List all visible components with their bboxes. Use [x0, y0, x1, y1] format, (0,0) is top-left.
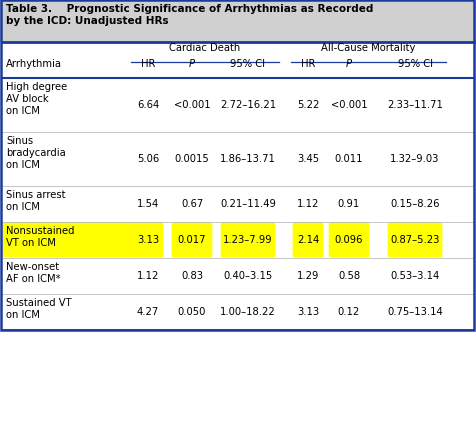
Text: 0.15–8.26: 0.15–8.26 [390, 199, 440, 209]
Text: 1.23–7.99: 1.23–7.99 [223, 235, 273, 245]
Text: 0.40–3.15: 0.40–3.15 [223, 271, 273, 281]
Text: Sustained VT
on ICM: Sustained VT on ICM [6, 298, 71, 320]
Text: HR: HR [301, 59, 315, 69]
Bar [1, 0, 474, 330]
Text: Nonsustained
VT on ICM: Nonsustained VT on ICM [6, 226, 75, 248]
FancyBboxPatch shape [329, 223, 369, 257]
Text: 1.54: 1.54 [137, 199, 159, 209]
Text: 0.83: 0.83 [181, 271, 203, 281]
Text: High degree
AV block
on ICM: High degree AV block on ICM [6, 82, 67, 116]
Text: 95% CI: 95% CI [397, 59, 433, 69]
Text: by the ICD: Unadjusted HRs: by the ICD: Unadjusted HRs [6, 16, 169, 26]
Text: Cardiac Death: Cardiac Death [169, 43, 241, 53]
Text: 0.011: 0.011 [335, 154, 363, 164]
Text: <0.001: <0.001 [174, 100, 210, 110]
Text: 1.29: 1.29 [297, 271, 319, 281]
FancyBboxPatch shape [293, 223, 323, 257]
Text: 0.53–3.14: 0.53–3.14 [390, 271, 440, 281]
Text: 0.67: 0.67 [181, 199, 203, 209]
Text: 0.87–5.23: 0.87–5.23 [390, 235, 440, 245]
Text: 0.0015: 0.0015 [175, 154, 209, 164]
Text: 2.72–16.21: 2.72–16.21 [220, 100, 276, 110]
Text: <0.001: <0.001 [331, 100, 367, 110]
Text: 0.12: 0.12 [338, 307, 360, 317]
Text: 95% CI: 95% CI [230, 59, 266, 69]
FancyBboxPatch shape [221, 223, 275, 257]
Text: 5.06: 5.06 [137, 154, 159, 164]
FancyBboxPatch shape [133, 223, 163, 257]
Text: 0.21–11.49: 0.21–11.49 [220, 199, 276, 209]
Text: 2.33–11.71: 2.33–11.71 [387, 100, 443, 110]
Text: 1.32–9.03: 1.32–9.03 [390, 154, 440, 164]
Text: HR: HR [141, 59, 155, 69]
FancyBboxPatch shape [3, 223, 133, 257]
Text: 0.096: 0.096 [335, 235, 363, 245]
Text: 1.00–18.22: 1.00–18.22 [220, 307, 276, 317]
Text: 0.58: 0.58 [338, 271, 360, 281]
Text: Arrhythmia: Arrhythmia [6, 59, 62, 69]
Text: P: P [346, 59, 352, 69]
Text: 1.12: 1.12 [137, 271, 159, 281]
FancyBboxPatch shape [0, 0, 476, 42]
Text: Sinus
bradycardia
on ICM: Sinus bradycardia on ICM [6, 136, 66, 170]
Text: 3.13: 3.13 [137, 235, 159, 245]
Text: 0.91: 0.91 [338, 199, 360, 209]
Text: 1.12: 1.12 [297, 199, 319, 209]
Text: 2.14: 2.14 [297, 235, 319, 245]
Text: 6.64: 6.64 [137, 100, 159, 110]
FancyBboxPatch shape [172, 223, 212, 257]
Text: P: P [189, 59, 195, 69]
Text: 1.86–13.71: 1.86–13.71 [220, 154, 276, 164]
Text: Sinus arrest
on ICM: Sinus arrest on ICM [6, 190, 66, 212]
Text: New-onset
AF on ICM*: New-onset AF on ICM* [6, 262, 60, 284]
Text: Table 3.    Prognostic Significance of Arrhythmias as Recorded: Table 3. Prognostic Significance of Arrh… [6, 4, 373, 14]
Text: All-Cause Mortality: All-Cause Mortality [321, 43, 416, 53]
Text: 3.45: 3.45 [297, 154, 319, 164]
Text: 0.050: 0.050 [178, 307, 206, 317]
Text: 0.75–13.14: 0.75–13.14 [387, 307, 443, 317]
Text: 5.22: 5.22 [297, 100, 319, 110]
Text: 4.27: 4.27 [137, 307, 159, 317]
Text: 0.017: 0.017 [178, 235, 206, 245]
Text: 3.13: 3.13 [297, 307, 319, 317]
FancyBboxPatch shape [388, 223, 442, 257]
